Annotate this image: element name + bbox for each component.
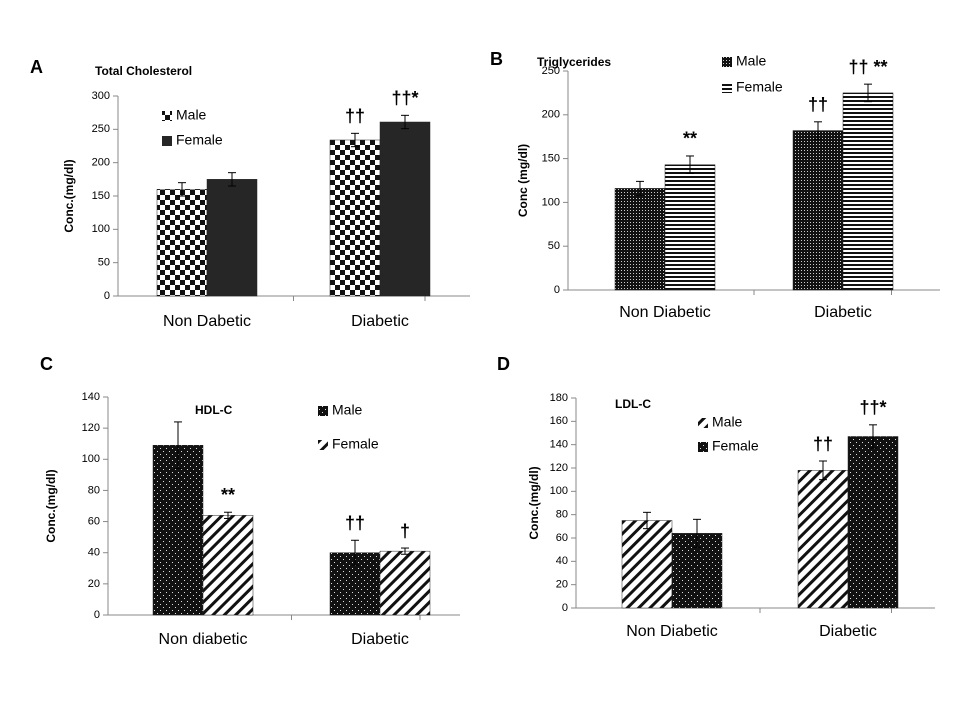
annotation: † xyxy=(400,521,410,541)
legend-label: Female xyxy=(736,79,783,95)
legend-label: Male xyxy=(712,414,743,430)
legend-swatch xyxy=(162,136,172,146)
y-tick-label: 100 xyxy=(92,223,110,235)
x-tick-label: Non diabetic xyxy=(159,631,248,648)
legend-swatch xyxy=(722,57,732,67)
chart-title: LDL-C xyxy=(615,397,651,411)
x-tick-label: Diabetic xyxy=(819,623,877,640)
annotation: †† xyxy=(813,434,833,454)
x-tick-label: Non Diabetic xyxy=(619,304,711,321)
y-tick-label: 160 xyxy=(550,415,568,427)
y-tick-label: 50 xyxy=(98,257,110,269)
legend-label: Male xyxy=(176,107,207,123)
x-tick-label: Diabetic xyxy=(351,631,409,648)
chart-title: HDL-C xyxy=(195,403,233,417)
annotation: †† xyxy=(808,95,828,115)
bar xyxy=(206,179,258,297)
legend-swatch xyxy=(698,418,708,428)
y-tick-label: 180 xyxy=(550,392,568,404)
y-tick-label: 0 xyxy=(104,290,110,302)
annotation: †† xyxy=(345,513,365,533)
y-tick-label: 50 xyxy=(548,240,560,252)
panel-letter: D xyxy=(497,354,510,374)
bar xyxy=(379,121,431,297)
y-tick-label: 140 xyxy=(550,439,568,451)
bar xyxy=(379,550,431,616)
y-axis-label: Conc.(mg/dl) xyxy=(44,469,58,542)
y-tick-label: 0 xyxy=(562,602,568,614)
bar xyxy=(614,188,666,291)
y-tick-label: 60 xyxy=(88,515,100,527)
annotation: †† xyxy=(345,106,365,126)
y-tick-label: 100 xyxy=(550,485,568,497)
annotation: ** xyxy=(221,485,235,505)
bar xyxy=(202,515,254,616)
y-tick-label: 200 xyxy=(542,109,560,121)
y-axis-label: Conc.(mg/dl) xyxy=(527,466,541,539)
y-tick-label: 120 xyxy=(82,422,100,434)
legend-swatch xyxy=(722,83,732,93)
legend-swatch xyxy=(318,406,328,416)
y-tick-label: 150 xyxy=(92,190,110,202)
chart-title: Total Cholesterol xyxy=(95,64,192,78)
annotation: ** xyxy=(683,129,697,149)
annotation: ††* xyxy=(391,88,418,108)
panel-letter: B xyxy=(490,49,503,69)
panel-letter: A xyxy=(30,57,43,77)
y-tick-label: 80 xyxy=(556,509,568,521)
y-tick-label: 100 xyxy=(542,196,560,208)
x-tick-label: Non Diabetic xyxy=(626,623,718,640)
y-axis-label: Conc (mg/dl) xyxy=(516,144,530,217)
legend-label: Male xyxy=(332,402,363,418)
y-tick-label: 140 xyxy=(82,391,100,403)
y-tick-label: 20 xyxy=(556,579,568,591)
y-tick-label: 200 xyxy=(92,157,110,169)
bar xyxy=(621,520,673,609)
x-tick-label: Diabetic xyxy=(814,304,872,321)
y-tick-label: 80 xyxy=(88,484,100,496)
legend-label: Female xyxy=(712,438,759,454)
y-tick-label: 0 xyxy=(554,284,560,296)
legend-label: Male xyxy=(736,53,767,69)
bar xyxy=(329,139,381,297)
legend-label: Female xyxy=(332,436,379,452)
legend-label: Female xyxy=(176,132,223,148)
y-tick-label: 0 xyxy=(94,609,100,621)
x-tick-label: Non Dabetic xyxy=(163,313,251,330)
y-tick-label: 40 xyxy=(88,547,100,559)
annotation: ††* xyxy=(859,398,886,418)
legend-swatch xyxy=(698,442,708,452)
y-tick-label: 150 xyxy=(542,153,560,165)
y-tick-label: 300 xyxy=(92,90,110,102)
x-tick-label: Diabetic xyxy=(351,313,409,330)
bar xyxy=(797,470,849,609)
y-axis-label: Conc.(mg/dl) xyxy=(62,159,76,232)
bar xyxy=(842,92,894,291)
chart-title: Triglycerides xyxy=(537,55,611,69)
legend-swatch xyxy=(318,440,328,450)
annotation: †† ** xyxy=(848,57,887,77)
panel-letter: C xyxy=(40,354,53,374)
legend-swatch xyxy=(162,111,172,121)
y-tick-label: 60 xyxy=(556,532,568,544)
y-tick-label: 120 xyxy=(550,462,568,474)
y-tick-label: 20 xyxy=(88,578,100,590)
bar xyxy=(664,164,716,291)
bar xyxy=(847,436,899,609)
y-tick-label: 100 xyxy=(82,453,100,465)
y-tick-label: 250 xyxy=(542,65,560,77)
y-tick-label: 250 xyxy=(92,123,110,135)
bar xyxy=(152,445,204,616)
bar xyxy=(792,130,844,291)
bar xyxy=(156,189,208,297)
y-tick-label: 40 xyxy=(556,555,568,567)
